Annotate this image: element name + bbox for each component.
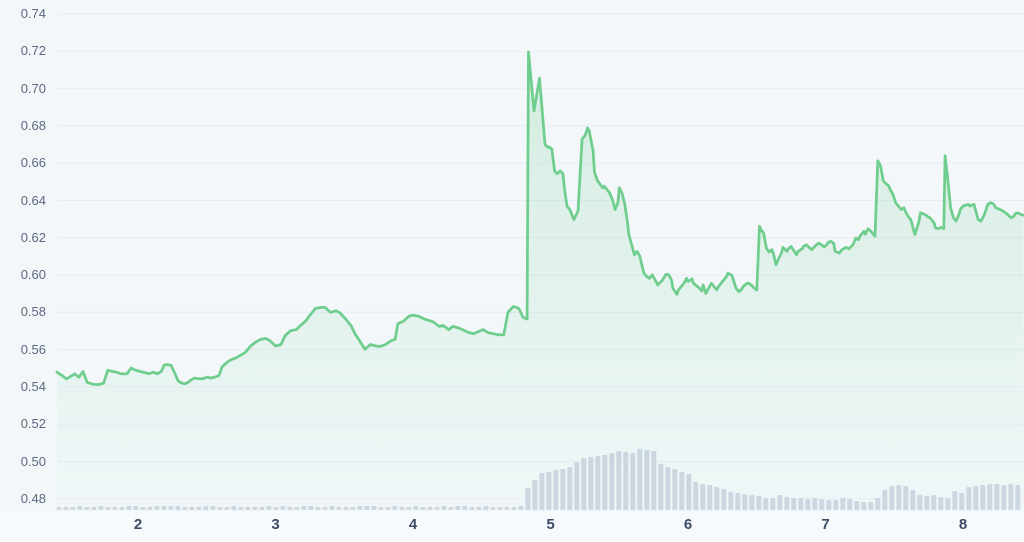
x-axis-label: 6 <box>683 516 693 533</box>
y-axis-label: 0.54 <box>20 379 46 394</box>
y-axis-label: 0.70 <box>20 80 46 96</box>
y-axis-label: 0.64 <box>20 192 46 208</box>
x-axis-label: 3 <box>271 516 280 533</box>
y-axis-label: 0.56 <box>20 341 46 357</box>
y-axis-label: 0.62 <box>20 229 46 245</box>
x-axis-label: 4 <box>408 516 418 533</box>
y-axis-label: 0.60 <box>20 267 46 283</box>
y-axis-label: 0.74 <box>20 6 46 21</box>
price-area <box>56 52 1024 510</box>
x-axis-band <box>0 511 1024 542</box>
y-axis-label: 0.48 <box>20 490 46 506</box>
x-axis-label: 5 <box>546 516 555 533</box>
y-axis-label: 0.72 <box>20 43 46 59</box>
y-axis-label: 0.68 <box>20 117 46 133</box>
price-line <box>55 50 1024 386</box>
x-axis-label: 8 <box>958 516 968 533</box>
x-axis-label: 7 <box>821 516 830 533</box>
y-axis-label: 0.58 <box>20 304 46 320</box>
y-axis-label: 0.66 <box>20 155 46 171</box>
y-axis-label: 0.50 <box>20 453 46 469</box>
y-axis-label: 0.52 <box>20 416 46 432</box>
x-axis-label: 2 <box>133 516 143 533</box>
